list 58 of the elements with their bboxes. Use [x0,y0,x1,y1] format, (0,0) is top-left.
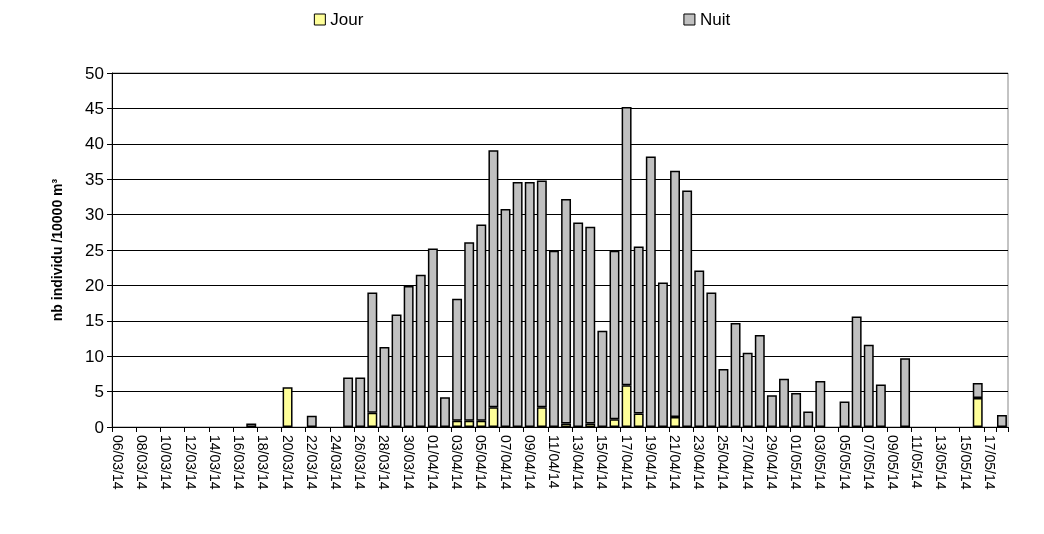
x-tick-label: 20/03/14 [279,435,296,490]
x-tick-label: 10/03/14 [158,435,175,490]
x-tick-label: 17/05/14 [981,435,998,490]
x-tick-label: 14/03/14 [206,435,223,490]
x-tick-label: 01/05/14 [788,435,805,490]
x-tick-label: 11/05/14 [909,435,926,489]
bar [306,415,317,427]
bar [440,397,450,427]
y-tick-label: 0 [94,417,104,437]
y-tick-label: 15 [85,311,104,331]
x-tick-label: 17/04/14 [618,435,635,490]
x-tick-label: 22/03/14 [303,435,320,490]
bar [766,395,777,427]
y-axis-title: nb individu /10000 m³ [49,178,65,322]
y-tick-label: 35 [85,169,104,189]
x-tick-label: 07/04/14 [497,435,514,490]
x-tick-label: 11/04/14 [545,435,562,489]
x-tick-label: 15/04/14 [594,435,611,490]
x-tick-label: 26/03/14 [352,435,369,490]
x-tick-label: 16/03/14 [231,435,248,490]
y-tick-label: 45 [85,98,104,118]
x-tick-label: 29/04/14 [763,435,780,490]
y-tick-label: 20 [85,275,104,295]
x-tick-label: 25/04/14 [715,435,732,490]
x-tick-label: 13/04/14 [570,435,587,490]
x-tick-label: 03/05/14 [812,435,829,490]
x-tick-label: 05/04/14 [473,435,490,490]
x-tick-label: 05/05/14 [836,435,853,490]
y-tick-label: 10 [85,346,104,366]
x-tick-label: 09/05/14 [884,435,901,490]
x-tick-label: 30/03/14 [400,435,417,490]
x-tick-label: 23/04/14 [691,435,708,490]
y-tick-label: 25 [85,240,104,260]
bar [996,414,1007,427]
x-tick-label: 19/04/14 [642,435,659,490]
x-tick-label: 06/03/14 [110,435,127,490]
x-tick-label: 03/04/14 [449,435,466,490]
bar [246,423,257,427]
legend-label: Jour [330,10,364,29]
x-tick-label: 15/05/14 [957,435,974,490]
x-tick-label: 24/03/14 [328,435,344,490]
x-tick-label: 13/05/14 [933,435,950,490]
bar [803,411,814,427]
x-tick-label: 27/04/14 [739,435,756,490]
x-tick-label: 07/05/14 [860,435,877,490]
x-tick-label: 01/04/14 [424,435,441,490]
y-tick-label: 30 [85,205,104,225]
y-tick-label: 40 [85,134,104,154]
legend-label: Nuit [699,10,731,29]
bar [839,401,850,427]
x-tick-label: 18/03/14 [255,435,272,490]
x-tick-label: 09/04/14 [521,435,538,490]
y-tick-label: 5 [94,382,104,402]
x-tick-label: 21/04/14 [667,435,684,490]
x-tick-label: 12/03/14 [182,435,199,490]
y-tick-label: 50 [85,63,104,83]
x-tick-label: 08/03/14 [134,435,151,490]
x-tick-label: 28/03/14 [376,435,393,490]
